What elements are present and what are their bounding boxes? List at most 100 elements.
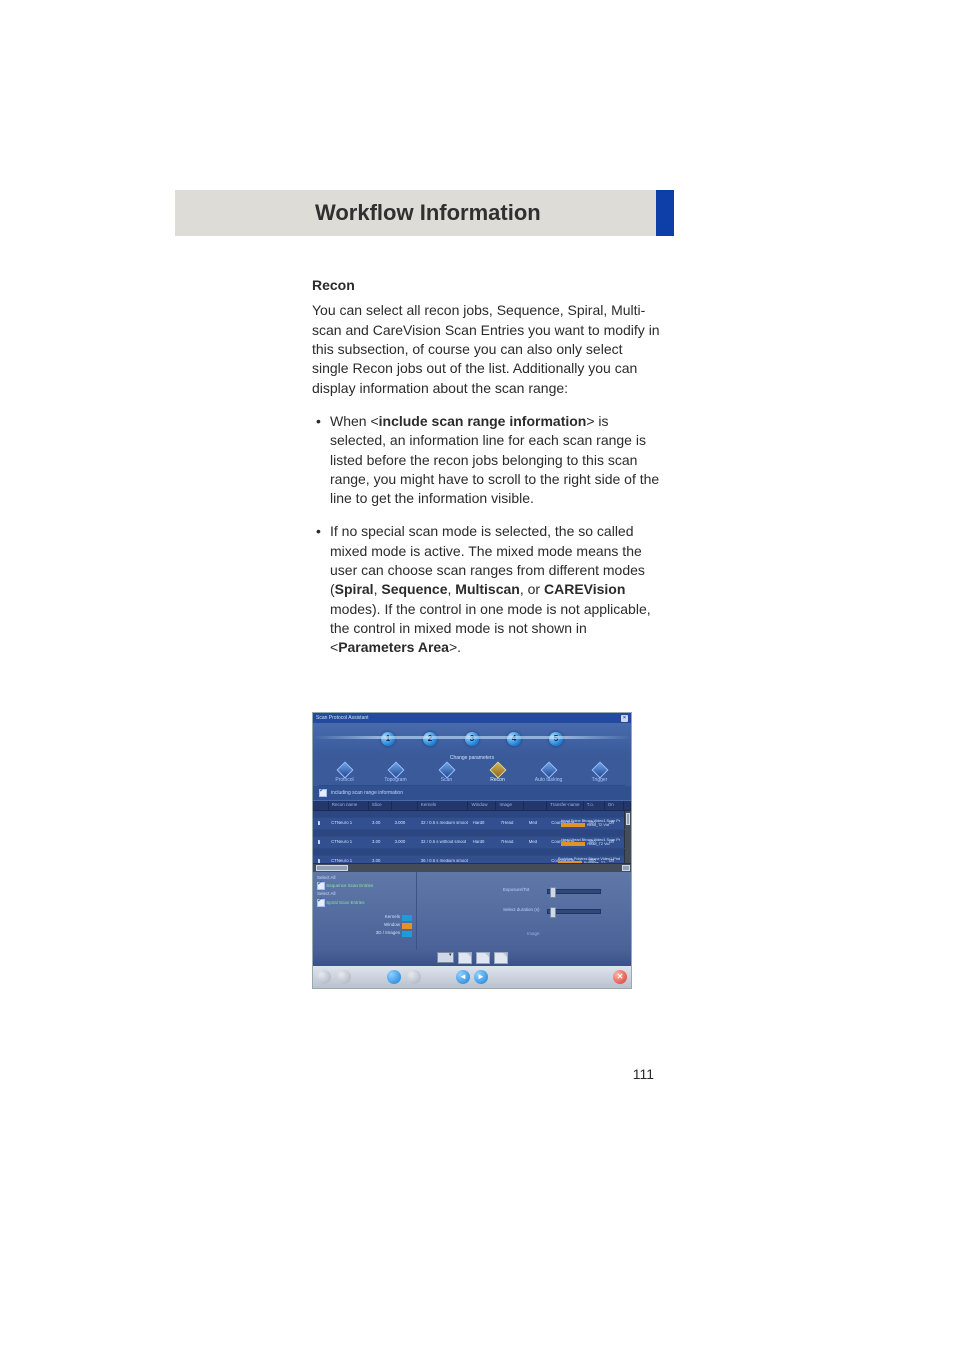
col-blank xyxy=(524,801,547,810)
slider-knob[interactable] xyxy=(550,887,556,898)
badge-bar-icon xyxy=(561,823,585,827)
status-btn-3[interactable] xyxy=(407,970,421,984)
slider-knob[interactable] xyxy=(550,907,556,918)
tab-recon[interactable]: Recon xyxy=(472,764,523,786)
tab-bar: Protocol Topogram Scan Recon Auto taskin… xyxy=(313,764,631,786)
checkbox-icon[interactable] xyxy=(317,899,325,907)
text-bold: Multiscan xyxy=(455,581,520,597)
cell: 3.00 xyxy=(369,840,392,844)
diamond-icon xyxy=(438,762,455,779)
tab-auto-tasking[interactable]: Auto tasking xyxy=(523,764,574,786)
nav-close-button[interactable]: ✕ xyxy=(613,970,627,984)
badge-line: Head_T2 Vid xyxy=(587,823,609,827)
options-row: including scan range information xyxy=(313,786,631,800)
tab-scan[interactable]: Scan xyxy=(421,764,472,786)
include-scan-range-checkbox[interactable] xyxy=(319,789,327,797)
col-slice2 xyxy=(392,801,418,810)
status-btn-apply[interactable] xyxy=(387,970,401,984)
text: When < xyxy=(330,413,379,429)
cell: Med xyxy=(526,821,549,825)
tab-trigger[interactable]: Trigger xyxy=(574,764,625,786)
table-row[interactable]: CTNeuro 1 3.00 3.000 32 / 0.5 s without … xyxy=(313,837,625,849)
col-recon-name: Recon name xyxy=(329,801,369,810)
table-row[interactable]: CTNeuro 1 3.00 36 / 0.5 s medium smoot C… xyxy=(313,856,625,863)
diamond-icon xyxy=(489,762,506,779)
select-all-label-2: Select All xyxy=(317,892,412,897)
selector-icon xyxy=(402,923,412,929)
wizard-step-1[interactable]: 1 xyxy=(381,732,395,746)
cell: 3.000 xyxy=(392,821,418,825)
label: Window xyxy=(384,923,400,928)
tab-topogram[interactable]: Topogram xyxy=(370,764,421,786)
parameter-select-list: Kernels Window 3D / Images xyxy=(317,915,412,937)
col-slice: Slice xyxy=(369,801,392,810)
nav-prev-button[interactable]: ◄ xyxy=(456,970,470,984)
cell: Med xyxy=(526,840,549,844)
selector-icon xyxy=(402,931,412,937)
page-number: 111 xyxy=(633,1066,654,1082)
text-bold: include scan range information xyxy=(379,413,587,429)
grid-body: CTNeuro 1 3.00 3.000 32 / 0.5 s medium s… xyxy=(313,811,631,863)
page-icon[interactable] xyxy=(494,952,508,964)
status-btn-2[interactable] xyxy=(337,970,351,984)
section-title: Workflow Information xyxy=(175,190,656,236)
dropdown-icon[interactable]: ▾ xyxy=(437,952,454,963)
wizard-step-2[interactable]: 2 xyxy=(423,732,437,746)
label: 3D / Images xyxy=(376,931,400,936)
exposure-slider[interactable] xyxy=(547,889,601,894)
page-icon[interactable] xyxy=(476,952,490,964)
select-all-label: Select All xyxy=(317,876,412,881)
wizard-step-5[interactable]: 5 xyxy=(549,732,563,746)
row-checkbox[interactable] xyxy=(318,821,320,825)
select-spiral-option[interactable]: Spiral Scan Entries xyxy=(317,899,412,907)
embedded-screenshot: Scan Protocol Assistant × 1 2 3 4 5 Chan… xyxy=(312,712,632,989)
table-row[interactable]: CTNeuro 1 3.00 3.000 32 / 0.5 s medium s… xyxy=(313,818,625,830)
page-icon[interactable] xyxy=(458,952,472,964)
label: Kernels xyxy=(385,915,400,920)
vertical-scrollbar[interactable] xyxy=(624,811,631,863)
col-to: T.o. xyxy=(584,801,605,810)
row-checkbox[interactable] xyxy=(318,840,320,844)
option-label: Spiral Scan Entries xyxy=(326,900,364,905)
wizard-step-3[interactable]: 3 xyxy=(465,732,479,746)
diamond-icon xyxy=(591,762,608,779)
checkbox-icon[interactable] xyxy=(317,882,325,890)
list-item: If no special scan mode is selected, the… xyxy=(328,522,660,657)
scrollbar-thumb[interactable] xyxy=(626,813,630,825)
scan-range-info-row xyxy=(313,811,625,818)
col-image: Image xyxy=(496,801,524,810)
text: , or xyxy=(520,581,544,597)
document-page: Workflow Information Recon You can selec… xyxy=(0,0,954,1351)
text-bold: Spiral xyxy=(335,581,374,597)
status-bar: ◄ ► ✕ xyxy=(313,966,631,988)
scan-range-info-row xyxy=(313,849,625,856)
scroll-right-arrow-icon[interactable] xyxy=(622,865,630,871)
duration-slider[interactable] xyxy=(547,909,601,914)
badge-line: Head Spine Btronx Video1 Scan Pr xyxy=(561,819,620,823)
col-on: On xyxy=(605,801,624,810)
param-3d-images[interactable]: 3D / Images xyxy=(317,931,412,937)
status-btn-1[interactable] xyxy=(317,970,331,984)
subsection-heading: Recon xyxy=(312,276,660,295)
scrollbar-thumb[interactable] xyxy=(316,865,348,871)
row-badge: Head Spine Btronx Video1 Scan Pr Head_T2… xyxy=(558,819,623,828)
selector-icon xyxy=(402,915,412,921)
tab-protocol[interactable]: Protocol xyxy=(319,764,370,786)
horizontal-scrollbar[interactable] xyxy=(313,863,631,872)
select-seq-option[interactable]: Sequence Scan Entries xyxy=(317,882,412,890)
param-window[interactable]: Window xyxy=(317,923,412,929)
wizard-step-4[interactable]: 4 xyxy=(507,732,521,746)
param-kernels[interactable]: Kernels xyxy=(317,915,412,921)
list-item: When <include scan range information> is… xyxy=(328,412,660,509)
window-close-icon[interactable]: × xyxy=(621,715,628,722)
diamond-icon xyxy=(336,762,353,779)
nav-next-button[interactable]: ► xyxy=(474,970,488,984)
legend-bar: ▾ xyxy=(313,950,631,966)
cell-name: CTNeuro 1 xyxy=(328,840,369,844)
section-header: Workflow Information xyxy=(175,190,674,236)
section-header-accent xyxy=(656,190,674,236)
cell: 3.00 xyxy=(369,821,392,825)
badge-line: Head_T2 Vid xyxy=(587,842,609,846)
nav-buttons: ◄ ► xyxy=(456,970,488,984)
cell: Hard0 xyxy=(470,840,498,844)
